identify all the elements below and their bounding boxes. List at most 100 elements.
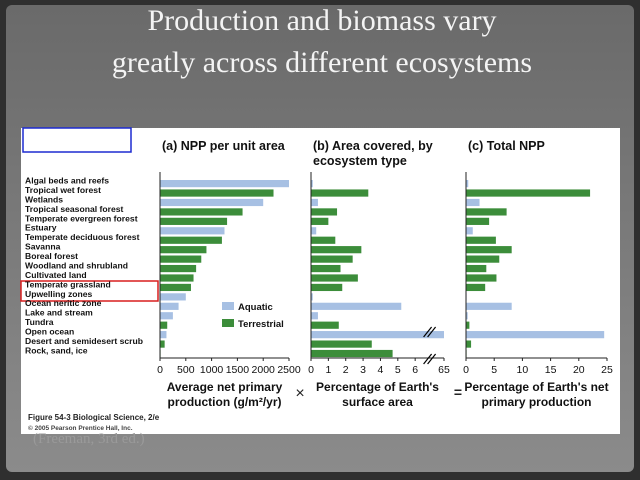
category-label: Rock, sand, ice — [25, 345, 88, 355]
bar — [160, 246, 207, 254]
category-label: Estuary — [25, 223, 57, 233]
bar — [160, 274, 194, 282]
category-label: Ocean neritic zone — [25, 298, 102, 308]
bar — [466, 302, 512, 310]
bar — [160, 217, 228, 225]
bar — [160, 283, 191, 292]
bar — [311, 246, 362, 254]
bar — [466, 180, 469, 188]
panel-title: ecosystem type — [313, 154, 407, 168]
category-label: Cultivated land — [25, 270, 87, 280]
x-axis-title: primary production — [481, 395, 591, 409]
bar — [311, 340, 372, 348]
bar — [466, 198, 480, 207]
bar — [160, 198, 264, 207]
x-tick-label: 0 — [308, 364, 314, 376]
bar — [160, 293, 186, 301]
bar — [311, 349, 393, 358]
axis-break — [427, 326, 437, 338]
bar — [466, 274, 497, 282]
panel-title: (a) NPP per unit area — [162, 139, 286, 153]
category-label: Savanna — [25, 242, 61, 252]
x-tick-label: 3 — [360, 364, 366, 376]
highlight-box — [22, 127, 132, 153]
x-tick-label: 4 — [378, 364, 384, 376]
bar — [311, 255, 353, 263]
x-tick-label: 2000 — [252, 364, 276, 376]
x-tick-label: 1000 — [200, 364, 224, 376]
x-tick-label: 65 — [438, 364, 450, 376]
x-axis-title: Average net primary — [167, 380, 283, 394]
bar — [311, 236, 336, 244]
x-tick-label: 5 — [491, 364, 497, 376]
axis-break — [423, 326, 433, 338]
bar — [311, 302, 402, 310]
bar — [311, 189, 369, 197]
panel-title: (c) Total NPP — [468, 139, 545, 153]
bar — [466, 312, 468, 320]
x-tick-label: 5 — [395, 364, 401, 376]
bar — [160, 302, 179, 310]
category-label: Tropical wet forest — [25, 185, 101, 195]
bar — [311, 217, 329, 225]
category-label: Woodland and shrubland — [25, 260, 128, 270]
bar — [160, 312, 173, 320]
category-label: Desert and semidesert scrub — [25, 336, 143, 346]
x-tick-label: 0 — [157, 364, 163, 376]
category-label: Open ocean — [25, 327, 74, 337]
x-axis-title: Percentage of Earth's net — [464, 380, 608, 394]
legend-label: Aquatic — [238, 302, 273, 313]
category-label: Boreal forest — [25, 251, 78, 261]
bar — [160, 255, 202, 263]
x-tick-label: 2 — [343, 364, 349, 376]
x-axis-title: production (g/m²/yr) — [168, 395, 282, 409]
category-label: Upwelling zones — [25, 289, 93, 299]
bar — [160, 264, 197, 273]
bar — [311, 198, 318, 207]
slide-source: (Freeman, 3rd ed.) — [33, 431, 145, 447]
bar — [466, 283, 486, 292]
bar — [160, 236, 222, 244]
bar — [311, 227, 317, 235]
bar — [466, 227, 473, 235]
bar — [311, 264, 341, 273]
bar — [311, 274, 358, 282]
x-tick-label: 20 — [573, 364, 585, 376]
bar — [466, 321, 470, 329]
bar — [466, 255, 500, 263]
x-tick-label: 2500 — [277, 364, 301, 376]
bar — [311, 312, 318, 320]
bar — [466, 236, 496, 244]
bar — [466, 331, 605, 339]
x-tick-label: 500 — [177, 364, 195, 376]
bar — [466, 208, 507, 216]
bar — [466, 217, 490, 225]
panel-title: (b) Area covered, by — [313, 139, 433, 153]
bar — [466, 340, 472, 348]
category-label: Temperate grassland — [25, 279, 111, 289]
operator: × — [295, 385, 304, 402]
bar — [160, 208, 243, 216]
x-tick-label: 15 — [545, 364, 557, 376]
bar — [466, 264, 487, 273]
bar — [160, 331, 167, 339]
category-label: Lake and stream — [25, 308, 93, 318]
bar — [160, 321, 168, 329]
x-tick-label: 6 — [412, 364, 418, 376]
x-tick-label: 0 — [463, 364, 469, 376]
bar — [311, 180, 313, 188]
bar — [160, 180, 289, 188]
x-tick-label: 1 — [325, 364, 331, 376]
category-label: Wetlands — [25, 194, 63, 204]
axis-break — [427, 353, 437, 365]
category-label: Tundra — [25, 317, 54, 327]
bar — [311, 331, 444, 339]
highlight-box — [20, 280, 159, 302]
bar — [311, 293, 313, 301]
bar — [466, 189, 591, 197]
x-tick-label: 25 — [601, 364, 613, 376]
slide-title: Production and biomass vary greatly acro… — [111, 4, 533, 79]
category-label: Algal beds and reefs — [25, 176, 109, 186]
legend-swatch — [222, 319, 234, 327]
